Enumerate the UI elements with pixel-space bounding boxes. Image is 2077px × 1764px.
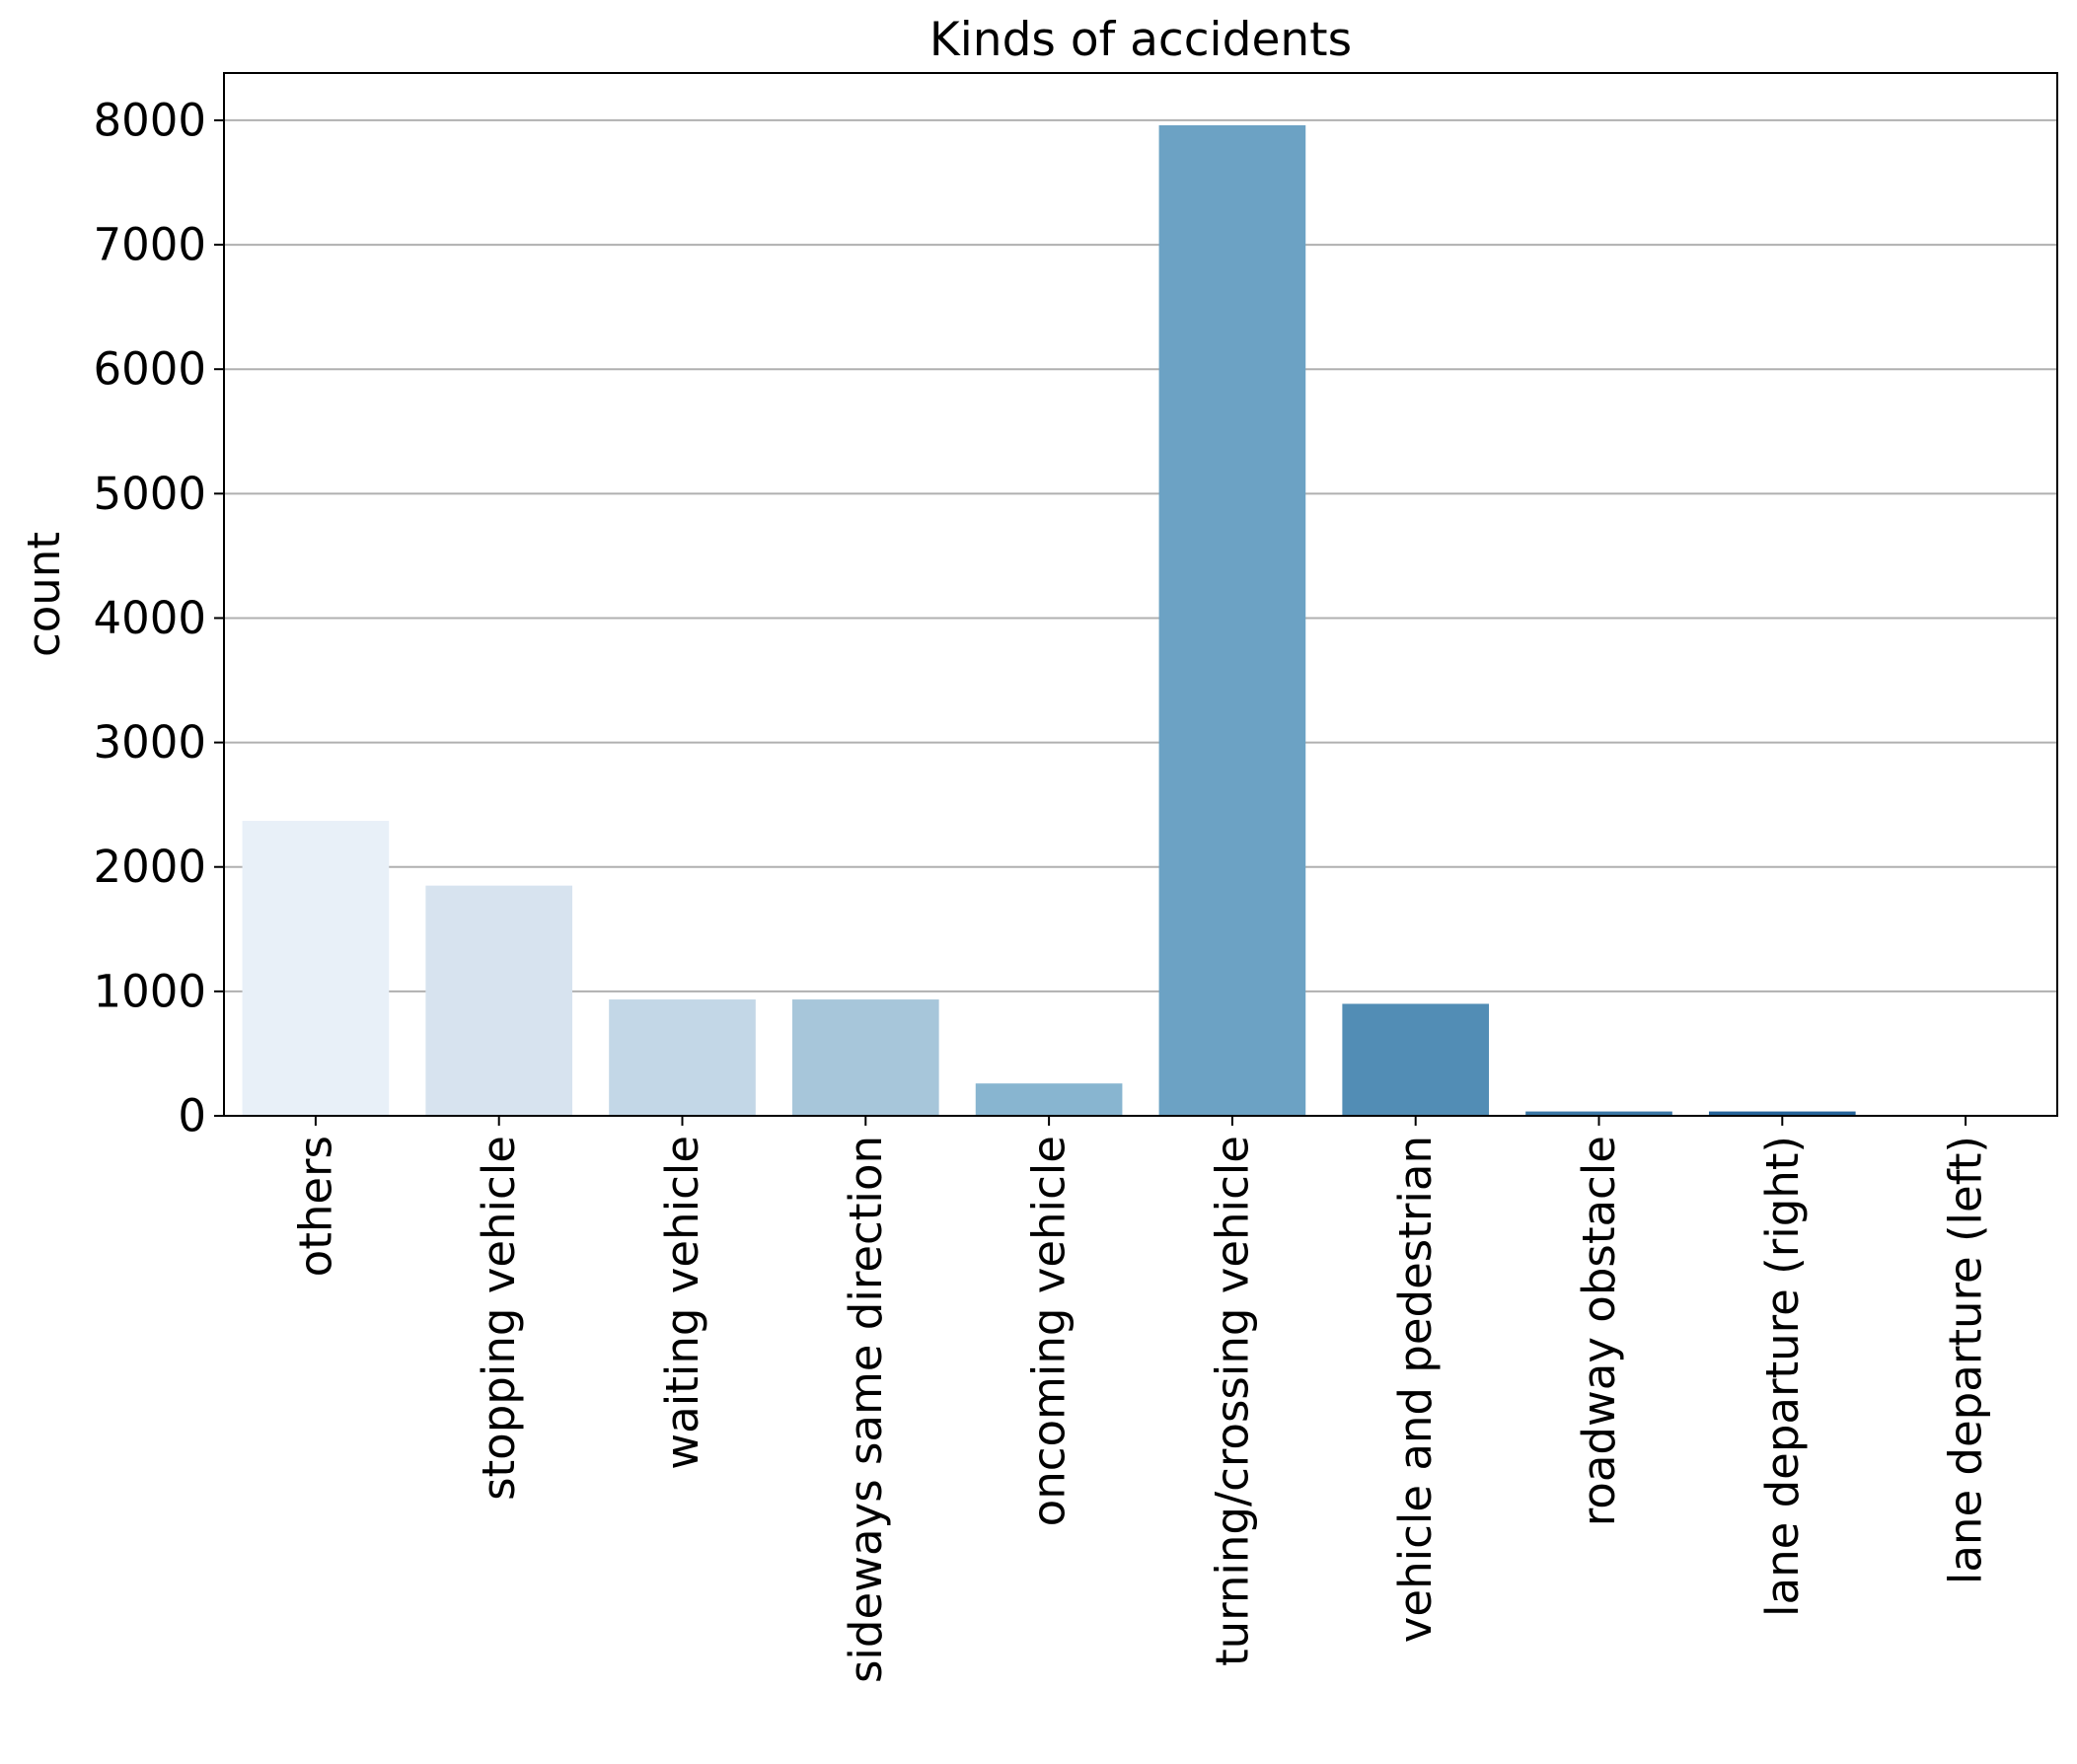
x-tick-label: stopping vehicle — [473, 1136, 525, 1501]
bar-others — [242, 821, 390, 1116]
y-tick-label: 1000 — [93, 965, 206, 1017]
bar-roadway-obstacle — [1525, 1111, 1672, 1116]
bars — [242, 124, 2040, 1116]
y-tick-label: 3000 — [93, 716, 206, 769]
x-tick-label: lane departure (left) — [1940, 1136, 1992, 1584]
bar-stopping-vehicle — [425, 885, 573, 1116]
x-tick-label: others — [289, 1136, 341, 1277]
y-axis-ticks: 0 1000 2000 3000 4000 5000 6000 7000 8000 — [93, 94, 224, 1142]
x-tick-label: vehicle and pedestrian — [1389, 1136, 1442, 1643]
x-tick-label: sideways same direction — [840, 1136, 892, 1683]
bar-oncoming-vehicle — [975, 1083, 1123, 1116]
y-tick-label: 6000 — [93, 343, 206, 396]
bar-vehicle-and-pedestrian — [1342, 1003, 1490, 1116]
bar-turning-crossing-vehicle — [1158, 124, 1306, 1116]
x-tick-label: lane departure (right) — [1756, 1136, 1809, 1617]
x-tick-label: oncoming vehicle — [1023, 1136, 1076, 1526]
y-tick-label: 7000 — [93, 219, 206, 271]
y-tick-label: 8000 — [93, 94, 206, 146]
bar-waiting-vehicle — [609, 999, 756, 1116]
x-tick-label: waiting vehicle — [656, 1136, 708, 1470]
x-axis-ticks: others stopping vehicle waiting vehicle sid… — [289, 1116, 1992, 1683]
x-tick-label: roadway obstacle — [1573, 1136, 1625, 1526]
y-tick-label: 2000 — [93, 841, 206, 893]
chart-title: Kinds of accidents — [929, 13, 1352, 67]
y-axis-label: count — [18, 532, 70, 657]
y-tick-label: 0 — [178, 1090, 206, 1142]
y-tick-label: 4000 — [93, 592, 206, 644]
bar-lane-departure-right — [1708, 1111, 1856, 1116]
plot-frame — [223, 72, 2058, 1117]
y-tick-label: 5000 — [93, 468, 206, 520]
x-tick-label: turning/crossing vehicle — [1206, 1136, 1258, 1666]
bar-sideways-same-direction — [791, 999, 939, 1116]
